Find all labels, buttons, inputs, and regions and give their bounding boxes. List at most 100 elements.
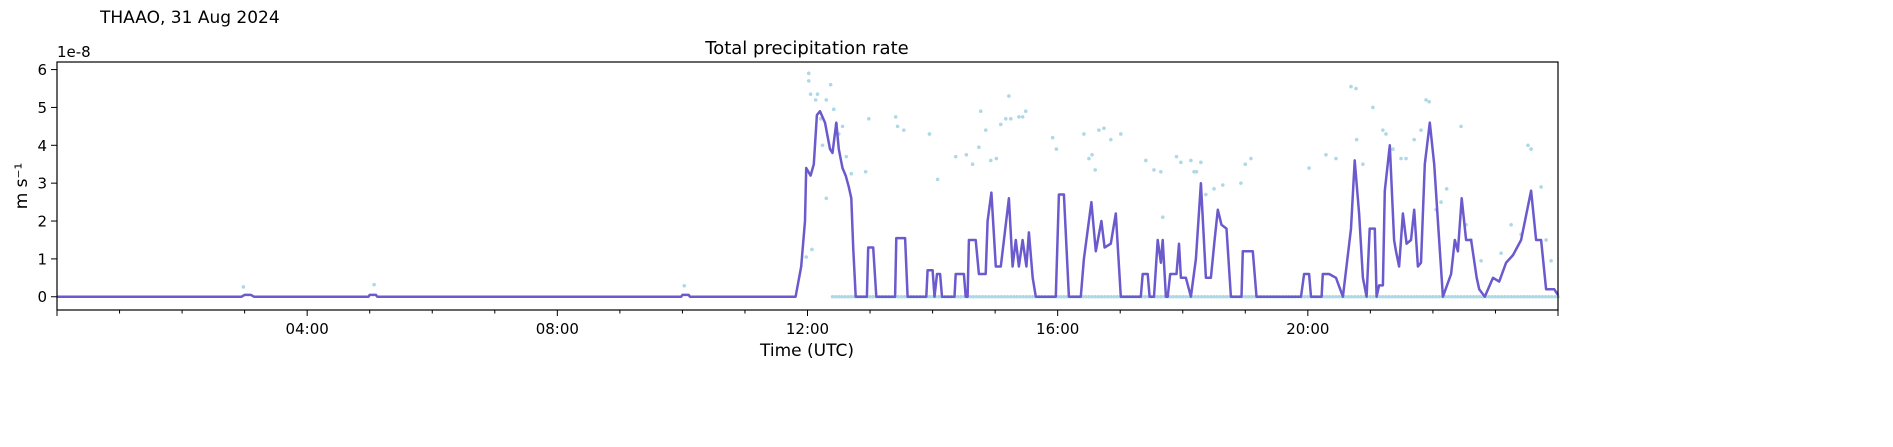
scatter-point (1119, 132, 1123, 136)
scatter-point (1302, 294, 1307, 299)
scatter-point (1377, 294, 1382, 299)
scatter-point (815, 92, 820, 96)
scatter-point (977, 145, 981, 149)
scatter-point (1526, 143, 1530, 148)
scatter-point (833, 294, 838, 299)
scatter-point (1399, 294, 1404, 299)
scatter-point (1003, 116, 1008, 121)
scatter-point (1212, 187, 1216, 191)
scatter-point (1524, 294, 1529, 299)
scatter-point (830, 294, 835, 299)
scatter-point (983, 294, 988, 299)
scatter-point (1084, 294, 1088, 299)
scatter-point (1243, 162, 1248, 167)
scatter-point (1453, 294, 1457, 299)
scatter-point (1109, 137, 1113, 142)
scatter-point (871, 294, 875, 299)
x-tick-label: 20:00 (1286, 320, 1329, 338)
scatter-point (896, 294, 900, 299)
scatter-point (1402, 294, 1407, 299)
scatter-point (1549, 258, 1553, 263)
scatter-point (987, 294, 991, 299)
scatter-point (1007, 94, 1011, 98)
scatter-point (1174, 154, 1179, 159)
scatter-point (1446, 294, 1451, 299)
scatter-point (810, 247, 814, 252)
scatter-point (1194, 170, 1199, 174)
scatter-point (1204, 192, 1208, 197)
scatter-point (1539, 185, 1543, 189)
scatter-point (998, 122, 1003, 127)
scatter-point (978, 109, 983, 114)
scatter-point (999, 294, 1004, 299)
scatter-point (1371, 105, 1375, 110)
scatter-point (1531, 294, 1535, 299)
scatter-point (1024, 294, 1029, 299)
scatter-point (1221, 294, 1226, 299)
scatter-point (1437, 294, 1441, 299)
scatter-point (1354, 137, 1359, 142)
scatter-point (1307, 166, 1311, 170)
scatter-point (1090, 294, 1094, 299)
scatter-point (804, 255, 809, 259)
scatter-point (1412, 137, 1416, 142)
x-tick-label: 04:00 (286, 320, 329, 338)
scatter-point (1404, 156, 1408, 161)
scatter-point (808, 92, 813, 96)
scatter-point (1529, 147, 1533, 151)
scatter-point (1021, 294, 1026, 299)
scatter-point (1249, 294, 1254, 299)
scatter-point (1324, 152, 1328, 157)
y-tick-label: 3 (37, 175, 47, 193)
x-tick-label: 12:00 (786, 320, 829, 338)
scatter-point (843, 294, 847, 299)
scatter-point (1356, 294, 1360, 299)
scatter-point (1506, 294, 1510, 299)
scatter-point (1456, 294, 1460, 299)
scatter-point (849, 171, 854, 176)
scatter-point (1424, 294, 1429, 299)
scatter-point (1362, 294, 1366, 299)
scatter-point (1327, 294, 1332, 299)
scatter-point (1015, 294, 1019, 299)
scatter-point (1343, 294, 1348, 299)
scatter-point (1546, 294, 1551, 299)
scatter-point (372, 282, 376, 287)
scatter-point (1521, 294, 1526, 299)
scatter-point (849, 294, 854, 299)
scatter-point (1212, 294, 1216, 299)
scatter-point (1512, 294, 1517, 299)
scatter-point (1179, 160, 1183, 165)
scatter-point (1468, 294, 1473, 299)
scatter-point (1050, 135, 1055, 140)
x-tick-label: 16:00 (1036, 320, 1079, 338)
scatter-point (1368, 294, 1373, 299)
scatter-point (1205, 294, 1210, 299)
scatter-point (893, 115, 898, 119)
scatter-point (1384, 294, 1388, 299)
scatter-point (1189, 158, 1193, 163)
scatter-point (1180, 294, 1185, 299)
scatter-point (1159, 294, 1163, 299)
scatter-point (1199, 160, 1203, 165)
y-tick-label: 5 (37, 99, 47, 117)
scatter-point (828, 82, 833, 87)
scatter-point (1155, 294, 1160, 299)
scatter-point (902, 294, 907, 299)
scatter-point (1462, 294, 1466, 299)
scatter-point (927, 294, 932, 299)
scatter-point (1093, 294, 1097, 299)
scatter-point (977, 294, 982, 299)
scatter-point (1393, 294, 1398, 299)
scatter-point (1553, 294, 1557, 299)
scatter-point (1431, 294, 1435, 299)
scatter-point (1090, 152, 1094, 157)
scatter-point (895, 124, 900, 129)
scatter-point (1412, 294, 1416, 299)
plot-frame (56, 61, 1559, 311)
scatter-point (1509, 223, 1513, 227)
scatter-point (1184, 294, 1188, 299)
scatter-point (1381, 294, 1385, 299)
scatter-point (1427, 294, 1432, 299)
scatter-point (866, 116, 871, 121)
